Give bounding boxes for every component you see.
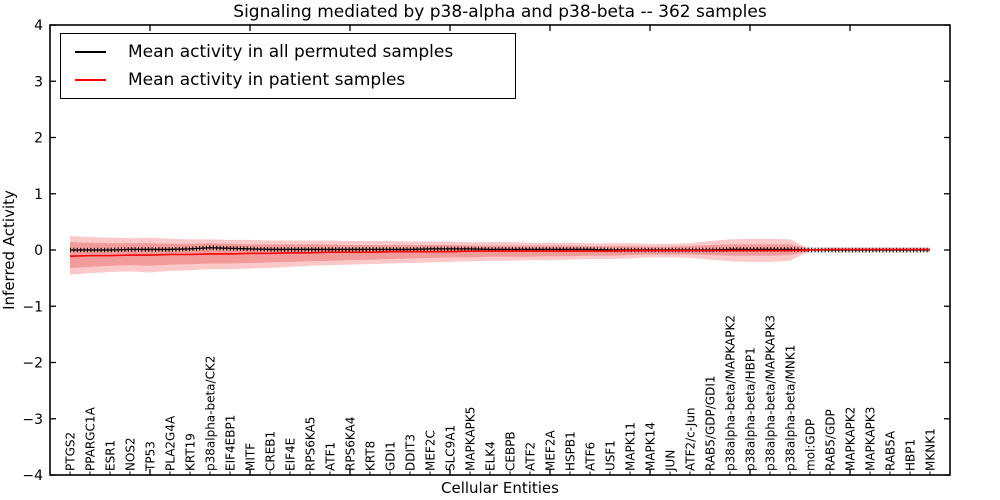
y-tick-label: −1	[22, 299, 43, 315]
legend-line-sample-black	[75, 51, 106, 53]
y-tick-label: −3	[22, 412, 43, 428]
y-tick-label: 0	[34, 243, 43, 259]
series-line-patient	[69, 248, 930, 257]
y-tick-label: 4	[34, 18, 43, 34]
legend-item-patient: Mean activity in patient samples	[75, 67, 515, 93]
x-tick-label: ESR1	[104, 440, 118, 471]
x-tick-label: ATF2	[524, 442, 538, 471]
x-tick-label: p38alpha-beta/MNK1	[784, 345, 798, 471]
legend-label-patient: Mean activity in patient samples	[128, 70, 406, 90]
x-tick-label: MAPKAPK3	[864, 407, 878, 471]
x-tick-label: MITF	[244, 443, 258, 471]
x-tick-label: RAB5A	[884, 430, 898, 471]
x-tick-label: MEF2C	[424, 430, 438, 471]
x-tick-label: p38alpha-beta/CK2	[204, 356, 218, 471]
y-tick-label: −4	[22, 468, 43, 484]
x-tick-label: p38alpha-beta/HBP1	[744, 347, 758, 471]
x-tick-label: PPARGC1A	[84, 406, 98, 471]
axis-ticks	[50, 24, 950, 476]
x-tick-label: EIF4EBP1	[224, 415, 238, 471]
x-tick-label: RAB5/GDP/GDI1	[704, 375, 718, 471]
y-tick-label: −2	[22, 356, 43, 372]
y-tick-label: 2	[34, 131, 43, 147]
x-tick-label: MAPK11	[624, 422, 638, 471]
x-tick-label: KRT19	[184, 433, 198, 471]
x-tick-label: ATF6	[584, 442, 598, 471]
x-tick-label: TP53	[144, 441, 158, 472]
x-tick-label: ATF2/c-Jun	[684, 407, 698, 471]
x-tick-label: CEBPB	[504, 431, 518, 471]
y-tick-label: 3	[34, 74, 43, 90]
x-tick-label: p38alpha-beta/MAPKAPK3	[764, 315, 778, 471]
x-tick-label: MEF2A	[544, 430, 558, 471]
x-axis-label: Cellular Entities	[441, 479, 559, 497]
legend-line-sample-red	[75, 79, 106, 81]
x-tick-label: p38alpha-beta/MAPKAPK2	[724, 315, 738, 471]
x-tick-label: MAPKAPK2	[844, 407, 858, 471]
y-axis-label: Inferred Activity	[0, 190, 18, 310]
x-tick-label: HSPB1	[564, 431, 578, 471]
legend: Mean activity in all permuted samples Me…	[60, 33, 516, 99]
x-tick-label: EIF4E	[284, 438, 298, 471]
x-tick-label: MKNK1	[924, 428, 938, 471]
x-tick-label: ATF1	[324, 442, 338, 471]
x-tick-label: USF1	[604, 440, 618, 471]
series-line-permuted	[70, 247, 930, 251]
x-tick-label: PTGS2	[64, 432, 78, 471]
x-tick-label: MAPKAPK5	[464, 407, 478, 471]
axis-tick-labels: 4 3 2 1 0 −1 −2 −3 −4 PTGS2 PPARGC1A ESR1 NOS2 TP53 PL…	[22, 18, 937, 484]
series-lines	[69, 245, 930, 257]
x-tick-label: mol:GDP	[804, 419, 818, 471]
x-tick-label: MAPK14	[644, 422, 658, 471]
x-tick-label: SLC9A1	[444, 425, 458, 471]
x-tick-label: CREB1	[264, 431, 278, 471]
x-tick-label: KRT8	[364, 441, 378, 471]
chart-title: Signaling mediated by p38-alpha and p38-…	[233, 2, 767, 22]
x-tick-label: JUN	[664, 450, 678, 472]
x-tick-label: GDI1	[384, 441, 398, 471]
x-tick-label: NOS2	[124, 437, 138, 471]
y-tick-label: 1	[34, 187, 43, 203]
x-tick-label: RPS6KA4	[344, 417, 358, 471]
x-tick-label: HBP1	[904, 439, 918, 471]
x-tick-label: RAB5/GDP	[824, 409, 838, 471]
x-tick-label: RPS6KA5	[304, 417, 318, 471]
x-tick-label: DDIT3	[404, 434, 418, 471]
legend-item-permuted: Mean activity in all permuted samples	[75, 39, 515, 65]
confidence-bands	[70, 235, 930, 275]
x-tick-label: PLA2G4A	[164, 415, 178, 471]
legend-label-permuted: Mean activity in all permuted samples	[128, 42, 454, 62]
x-tick-label: ELK4	[484, 441, 498, 471]
